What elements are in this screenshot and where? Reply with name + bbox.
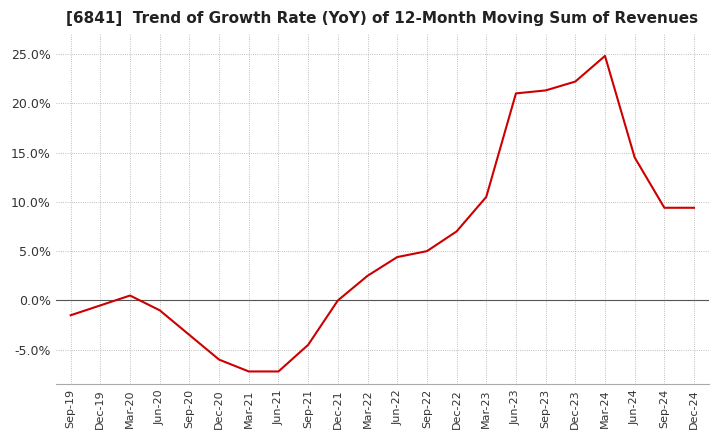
Title: [6841]  Trend of Growth Rate (YoY) of 12-Month Moving Sum of Revenues: [6841] Trend of Growth Rate (YoY) of 12-… (66, 11, 698, 26)
